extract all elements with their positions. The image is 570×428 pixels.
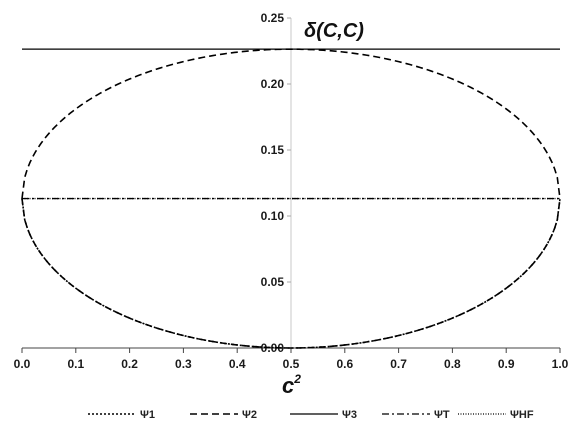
legend-item: Ψ2 xyxy=(190,409,257,421)
x-axis-title: c2 xyxy=(282,372,301,398)
y-axis-title: δ(C,C) xyxy=(304,20,364,42)
y-tick-label: 0.25 xyxy=(261,11,285,25)
y-tick-label: 0.20 xyxy=(261,77,285,91)
legend-label: Ψ1 xyxy=(140,409,155,421)
legend-label: ΨHF xyxy=(510,409,534,421)
x-tick-label: 0.3 xyxy=(175,357,192,371)
x-tick-label: 0.5 xyxy=(283,357,300,371)
y-tick-label: 0.15 xyxy=(261,143,285,157)
x-tick-label: 0.9 xyxy=(498,357,515,371)
legend-item: Ψ3 xyxy=(290,409,357,421)
y-tick-label: 0.10 xyxy=(261,209,285,223)
x-tick-label: 0.6 xyxy=(336,357,353,371)
y-tick-label: 0.05 xyxy=(261,275,285,289)
legend-item: Ψ1 xyxy=(88,409,155,421)
legend-label: Ψ2 xyxy=(242,409,257,421)
x-axis-title-superscript: 2 xyxy=(293,372,301,386)
x-tick-label: 1.0 xyxy=(552,357,569,371)
x-tick-label: 0.7 xyxy=(390,357,407,371)
x-ticks: 0.0 0.1 0.2 0.3 0.4 0.5 0.6 0.7 0.8 0.9 1.0 xyxy=(14,348,569,371)
x-axis-title-base: c xyxy=(282,373,294,398)
series-layer xyxy=(21,48,561,349)
x-tick-label: 0.1 xyxy=(67,357,84,371)
legend-item: ΨHF xyxy=(458,409,534,421)
x-tick-label: 0.0 xyxy=(14,357,31,371)
legend-item: ΨT xyxy=(382,409,450,421)
y-ticks: 0.000.050.100.150.200.25 xyxy=(261,11,291,355)
x-tick-label: 0.2 xyxy=(121,357,138,371)
x-tick-label: 0.8 xyxy=(444,357,461,371)
legend: Ψ1 Ψ2 Ψ3 ΨT ΨHF xyxy=(88,409,534,421)
x-tick-label: 0.4 xyxy=(229,357,246,371)
legend-label: ΨT xyxy=(434,409,450,421)
legend-label: Ψ3 xyxy=(342,409,357,421)
